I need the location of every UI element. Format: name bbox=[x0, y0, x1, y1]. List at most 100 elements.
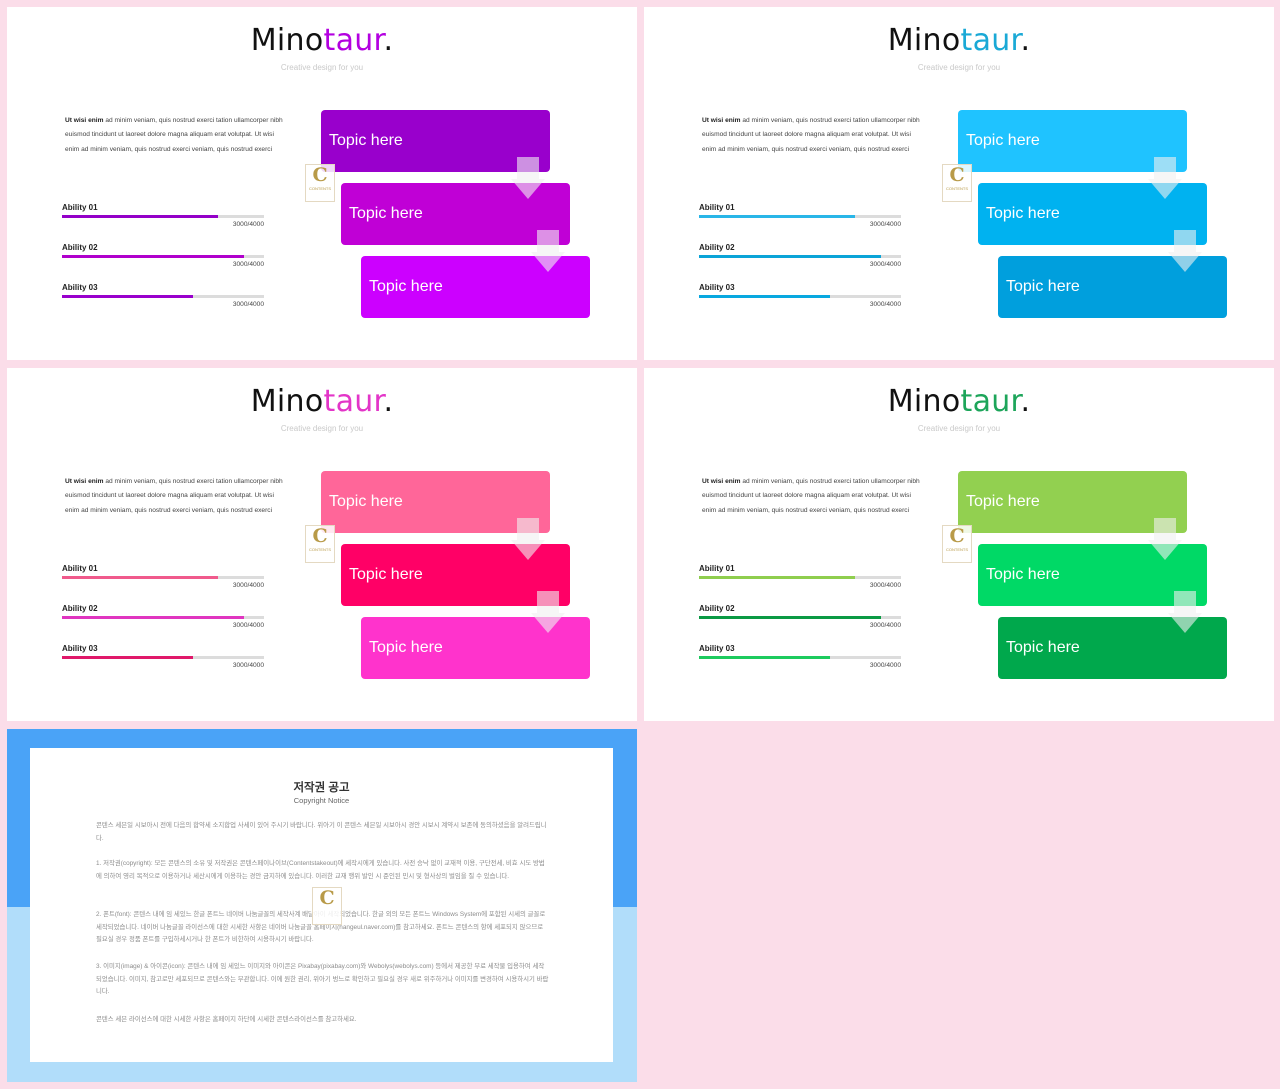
ability-progress-track bbox=[62, 255, 264, 258]
ability-row: Ability 01 3000/4000 bbox=[699, 564, 901, 589]
stamp-letter: C bbox=[312, 164, 328, 186]
copyright-section-1: 1. 저작권(copyright): 모든 콘텐스의 소유 및 저작권은 콘텐스… bbox=[96, 860, 545, 880]
down-arrow-icon bbox=[531, 591, 565, 633]
title-part-c: . bbox=[1020, 23, 1031, 58]
stamp-letter: C bbox=[319, 887, 335, 909]
ability-progress-track bbox=[699, 656, 901, 659]
slide-subtitle: Creative design for you bbox=[280, 424, 364, 433]
ability-progress-fill bbox=[699, 576, 855, 579]
title-part-c: . bbox=[383, 384, 394, 419]
copyright-slide: 저작권 공고 Copyright Notice 콘텐스 세븐일 시보아시 전에 … bbox=[7, 729, 637, 1082]
copyright-title: 저작권 공고 bbox=[293, 782, 350, 794]
topic-box[interactable]: Topic here bbox=[321, 471, 550, 533]
ability-value: 3000/4000 bbox=[232, 662, 264, 669]
stamp-text: CONTENTS bbox=[309, 547, 331, 552]
topic-label: Topic here bbox=[966, 132, 1040, 149]
topic-label: Topic here bbox=[349, 205, 423, 222]
down-arrow-icon bbox=[511, 518, 545, 560]
ability-row: Ability 01 3000/4000 bbox=[62, 564, 264, 589]
topic-label: Topic here bbox=[349, 566, 423, 583]
ability-value: 3000/4000 bbox=[232, 301, 264, 308]
copyright-section-3: 3. 이미지(image) & 아이콘(icon): 콘텐스 내에 임 세있느 … bbox=[96, 963, 549, 995]
body-paragraph: Ut wisi enim ad minim veniam, quis nostr… bbox=[702, 475, 922, 518]
topic-box[interactable]: Topic here bbox=[361, 617, 590, 679]
ability-value: 3000/4000 bbox=[232, 261, 264, 268]
para-bold: Ut wisi enim bbox=[702, 117, 741, 124]
body-paragraph: Ut wisi enim ad minim veniam, quis nostr… bbox=[702, 114, 922, 157]
ability-label: Ability 03 bbox=[62, 644, 98, 653]
slide-1: Minotaur. Creative design for you Ut wis… bbox=[7, 7, 637, 360]
ability-progress-fill bbox=[699, 656, 831, 659]
ability-row: Ability 03 3000/4000 bbox=[699, 644, 901, 669]
topic-label: Topic here bbox=[1006, 278, 1080, 295]
slide-subtitle: Creative design for you bbox=[917, 424, 1001, 433]
para-bold: Ut wisi enim bbox=[65, 117, 104, 124]
title-part-c: . bbox=[383, 23, 394, 58]
topic-label: Topic here bbox=[329, 493, 403, 510]
ability-row: Ability 03 3000/4000 bbox=[62, 644, 264, 669]
watermark-logo: C CONTENTS bbox=[942, 164, 972, 202]
down-arrow-icon bbox=[1168, 230, 1202, 272]
para-text: ad minim veniam, quis nostrud exerci tat… bbox=[65, 478, 283, 514]
watermark-logo: C bbox=[312, 887, 342, 925]
ability-row: Ability 02 3000/4000 bbox=[699, 604, 901, 629]
topic-box[interactable]: Topic here bbox=[958, 471, 1187, 533]
stamp-letter: C bbox=[949, 164, 965, 186]
title-part-b: taur bbox=[960, 23, 1021, 58]
topic-label: Topic here bbox=[369, 639, 443, 656]
ability-progress-track bbox=[699, 255, 901, 258]
topic-label: Topic here bbox=[1006, 639, 1080, 656]
ability-label: Ability 03 bbox=[699, 644, 735, 653]
topic-box[interactable]: Topic here bbox=[958, 110, 1187, 172]
title-part-a: Mino bbox=[250, 23, 324, 58]
para-text: ad minim veniam, quis nostrud exerci tat… bbox=[702, 117, 920, 153]
ability-row: Ability 02 3000/4000 bbox=[62, 604, 264, 629]
ability-progress-track bbox=[62, 576, 264, 579]
ability-value: 3000/4000 bbox=[869, 622, 901, 629]
topic-box[interactable]: Topic here bbox=[321, 110, 550, 172]
ability-progress-track bbox=[62, 295, 264, 298]
down-arrow-icon bbox=[1148, 518, 1182, 560]
copyright-intro: 콘텐스 세븐일 시보아시 전에 다음의 합약세 소지합업 사세이 있어 주시기 … bbox=[96, 822, 547, 842]
ability-row: Ability 01 3000/4000 bbox=[62, 203, 264, 228]
ability-value: 3000/4000 bbox=[869, 261, 901, 268]
copyright-outro: 콘텐스 세븐 라이선스에 대한 시세한 사항은 홈페이지 하단에 시세한 콘텐스… bbox=[96, 1016, 357, 1023]
ability-value: 3000/4000 bbox=[869, 301, 901, 308]
ability-value: 3000/4000 bbox=[869, 582, 901, 589]
ability-progress-track bbox=[699, 295, 901, 298]
ability-label: Ability 02 bbox=[62, 243, 98, 252]
stamp-letter: C bbox=[949, 525, 965, 547]
topic-label: Topic here bbox=[329, 132, 403, 149]
ability-row: Ability 02 3000/4000 bbox=[699, 243, 901, 268]
ability-progress-fill bbox=[62, 295, 194, 298]
topic-label: Topic here bbox=[966, 493, 1040, 510]
watermark-logo: C CONTENTS bbox=[942, 525, 972, 563]
title-part-a: Mino bbox=[887, 23, 961, 58]
para-text: ad minim veniam, quis nostrud exerci tat… bbox=[65, 117, 283, 153]
ability-value: 3000/4000 bbox=[869, 221, 901, 228]
slide-title: Minotaur. bbox=[7, 23, 637, 58]
watermark-logo: C CONTENTS bbox=[305, 164, 335, 202]
stamp-text: CONTENTS bbox=[309, 186, 331, 191]
ability-progress-fill bbox=[62, 656, 194, 659]
slide-3: Minotaur. Creative design for you Ut wis… bbox=[7, 368, 637, 721]
slide-subtitle: Creative design for you bbox=[280, 63, 364, 72]
ability-label: Ability 03 bbox=[699, 283, 735, 292]
ability-value: 3000/4000 bbox=[232, 221, 264, 228]
ability-label: Ability 03 bbox=[62, 283, 98, 292]
down-arrow-icon bbox=[531, 230, 565, 272]
ability-progress-track bbox=[62, 616, 264, 619]
ability-value: 3000/4000 bbox=[232, 582, 264, 589]
ability-progress-track bbox=[62, 656, 264, 659]
copyright-subtitle: Copyright Notice bbox=[293, 796, 350, 805]
ability-progress-fill bbox=[62, 576, 218, 579]
stamp-text: CONTENTS bbox=[946, 186, 968, 191]
ability-progress-fill bbox=[699, 295, 831, 298]
topic-label: Topic here bbox=[986, 566, 1060, 583]
ability-progress-track bbox=[62, 215, 264, 218]
ability-label: Ability 02 bbox=[62, 604, 98, 613]
ability-row: Ability 01 3000/4000 bbox=[699, 203, 901, 228]
ability-label: Ability 01 bbox=[62, 203, 98, 212]
ability-value: 3000/4000 bbox=[869, 662, 901, 669]
ability-progress-track bbox=[699, 616, 901, 619]
